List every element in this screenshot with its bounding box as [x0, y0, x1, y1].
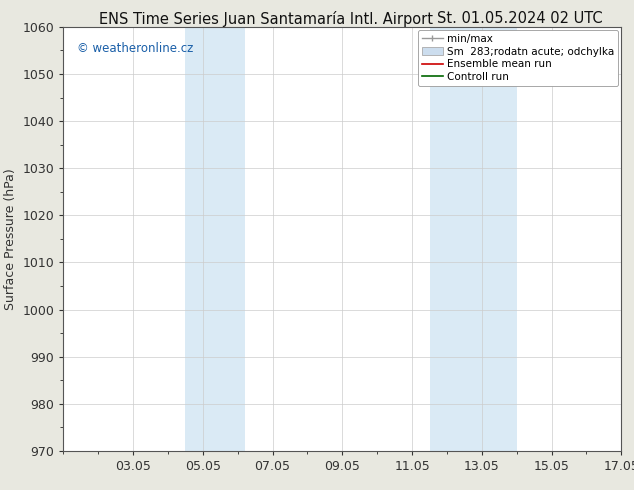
Bar	[185, 27, 245, 451]
Y-axis label: Surface Pressure (hPa): Surface Pressure (hPa)	[4, 168, 17, 310]
Text: © weatheronline.cz: © weatheronline.cz	[77, 42, 194, 55]
Legend: min/max, Sm  283;rodatn acute; odchylka, Ensemble mean run, Controll run: min/max, Sm 283;rodatn acute; odchylka, …	[418, 30, 618, 86]
Bar	[429, 27, 517, 451]
Text: ENS Time Series Juan Santamaría Intl. Airport: ENS Time Series Juan Santamaría Intl. Ai…	[100, 11, 433, 27]
Text: St. 01.05.2024 02 UTC: St. 01.05.2024 02 UTC	[437, 11, 603, 26]
